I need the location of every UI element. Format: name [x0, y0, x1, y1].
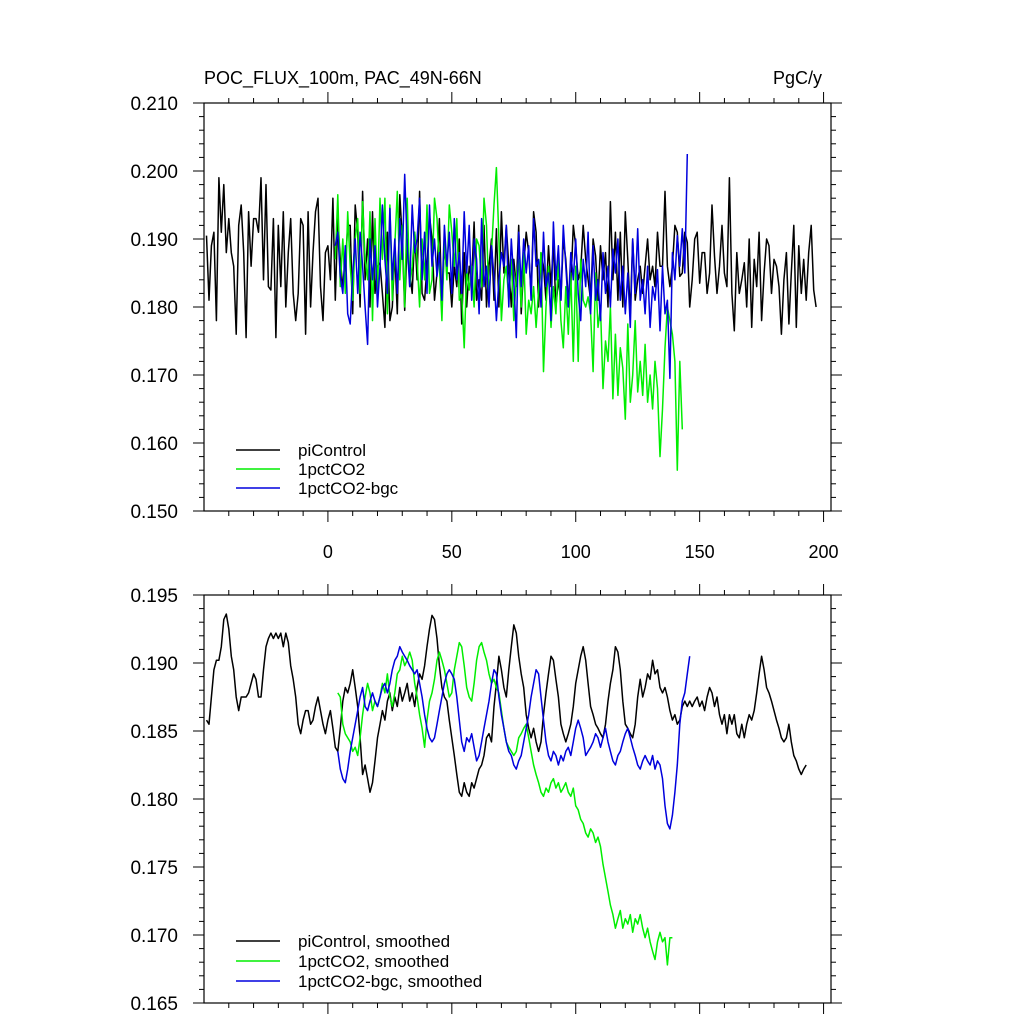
x-axis-ticks — [228, 92, 825, 522]
y-tick-label: 0.160 — [130, 434, 178, 455]
y-tick-label: 0.190 — [130, 654, 178, 675]
x-tick-label: 150 — [685, 542, 715, 562]
y-tick-label: 0.210 — [130, 94, 178, 115]
legend-label: piControl — [298, 441, 366, 460]
legend-label: 1pctCO2 — [298, 460, 365, 479]
series-line-picontrol-smoothed — [205, 613, 807, 798]
x-tick-label: 200 — [809, 542, 839, 562]
y-tick-label: 0.175 — [130, 858, 178, 879]
y-tick-label: 0.185 — [130, 722, 178, 743]
y-tick-label: 0.165 — [130, 994, 178, 1015]
series-line-1pctco2-bgc — [334, 153, 689, 380]
y-tick-label: 0.170 — [130, 366, 178, 387]
series-line-1pctco2-bgc-smoothed — [337, 645, 691, 830]
bottom-panel: 0.165 0.170 0.175 0.180 0.185 0.190 0.195 piCon… — [130, 584, 842, 1015]
x-tick-label: 50 — [442, 542, 462, 562]
series-line-picontrol — [205, 177, 817, 339]
y-axis-ticks — [193, 102, 842, 512]
legend-label: 1pctCO2-bgc, smoothed — [298, 972, 482, 991]
y-tick-label: 0.180 — [130, 298, 178, 319]
legend-label: 1pctCO2-bgc — [298, 479, 399, 498]
y-tick-label: 0.200 — [130, 162, 178, 183]
chart-title: POC_FLUX_100m, PAC_49N-66N — [204, 68, 482, 89]
y-tick-label: 0.180 — [130, 790, 178, 811]
y-tick-label: 0.150 — [130, 502, 178, 523]
units-label: PgC/y — [773, 68, 822, 88]
y-axis-ticks — [193, 594, 842, 1004]
x-axis-ticks — [228, 584, 825, 1014]
legend-label: 1pctCO2, smoothed — [298, 952, 449, 971]
x-tick-label: 100 — [561, 542, 591, 562]
top-panel: 0 50 100 150 200 0.150 0.160 0.170 0.180 0.190 0.2… — [130, 92, 842, 562]
y-tick-label: 0.190 — [130, 230, 178, 251]
y-tick-label: 0.170 — [130, 926, 178, 947]
y-tick-label: 0.195 — [130, 586, 178, 607]
x-tick-label: 0 — [323, 542, 333, 562]
legend-label: piControl, smoothed — [298, 932, 450, 951]
